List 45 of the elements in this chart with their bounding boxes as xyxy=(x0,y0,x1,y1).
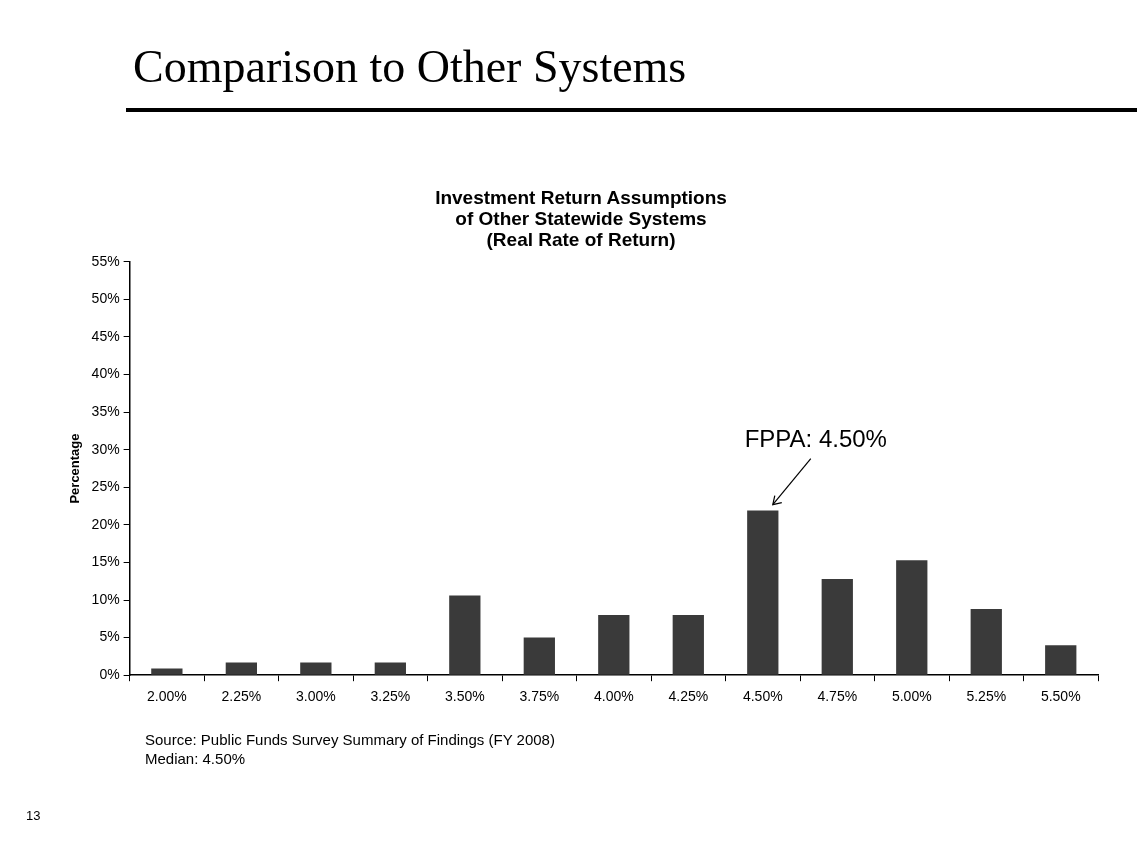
x-tick-label: 4.25% xyxy=(668,688,709,705)
y-tick-label: 10% xyxy=(91,590,120,607)
bar xyxy=(747,510,779,675)
x-tick-label: 4.75% xyxy=(817,688,858,705)
bar xyxy=(970,609,1002,675)
y-axis-title: Percentage xyxy=(67,433,83,504)
bar xyxy=(672,615,704,675)
bar xyxy=(374,662,406,675)
y-tick-label: 15% xyxy=(91,553,120,570)
x-tick-label: 3.00% xyxy=(296,688,336,705)
bar xyxy=(151,668,183,675)
y-tick-label: 45% xyxy=(91,327,120,344)
x-tick-label: 3.25% xyxy=(370,688,411,705)
bar xyxy=(225,662,257,675)
x-tick-label: 3.75% xyxy=(519,688,560,705)
x-tick-label: 5.25% xyxy=(966,688,1007,705)
y-tick-label: 25% xyxy=(91,478,120,495)
annotation: FPPA: 4.50% xyxy=(744,425,887,453)
bar xyxy=(821,579,853,675)
y-tick-label: 0% xyxy=(99,666,120,683)
x-tick-label: 2.25% xyxy=(221,688,262,705)
bar xyxy=(300,662,332,675)
x-tick-label: 4.00% xyxy=(593,688,634,705)
source-note: Source: Public Funds Survey Summary of Findings (FY 2008) xyxy=(145,730,555,749)
y-tick-label: 5% xyxy=(99,628,120,645)
bar xyxy=(896,560,928,675)
chart-title: Comparison to Other Systems xyxy=(133,40,687,93)
y-tick-label: 50% xyxy=(91,290,120,307)
bar xyxy=(449,595,481,675)
x-tick-label: 5.50% xyxy=(1040,688,1081,705)
x-tick-label: 2.00% xyxy=(147,688,187,705)
y-tick-label: 55% xyxy=(91,252,120,269)
text: 13 xyxy=(26,808,41,823)
y-tick-label: 30% xyxy=(91,440,120,457)
x-tick-label: 3.50% xyxy=(444,688,485,705)
text: Median: 4.50% xyxy=(145,749,247,768)
x-tick-label: 4.50% xyxy=(742,688,783,705)
x-tick-label: 5.00% xyxy=(891,688,932,705)
y-tick-label: 35% xyxy=(91,403,120,420)
bar xyxy=(523,637,555,675)
y-tick-label: 20% xyxy=(91,515,120,532)
chart-subtitle: Investment Return Assumptions of Other Statewide Systems (Real Rate of Return) xyxy=(435,186,727,251)
bar xyxy=(1045,645,1077,675)
bar xyxy=(598,615,630,675)
y-tick-label: 40% xyxy=(91,365,120,382)
